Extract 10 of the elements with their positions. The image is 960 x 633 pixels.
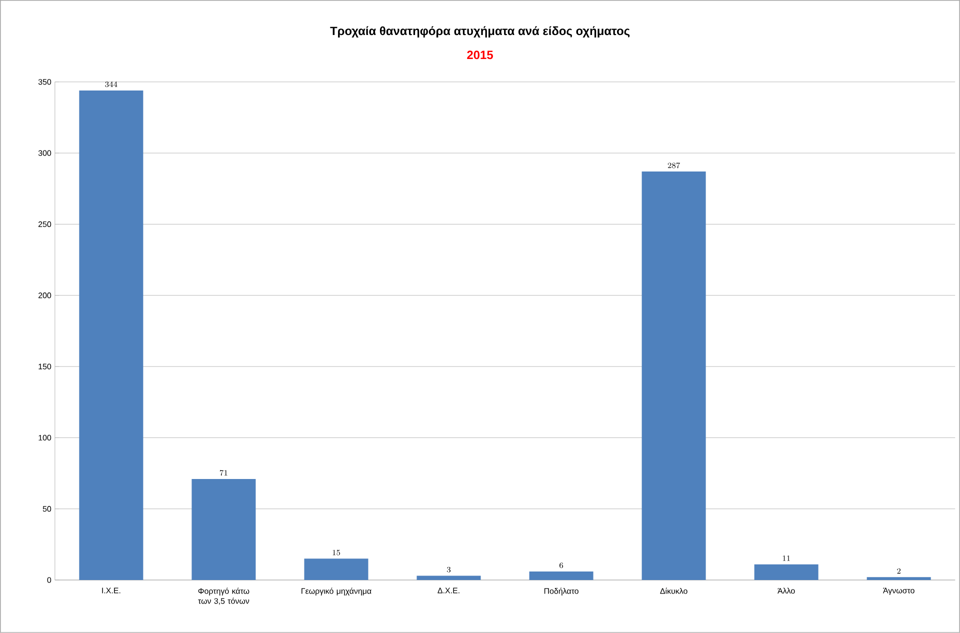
bar: [192, 478, 256, 580]
bar: [754, 564, 818, 580]
chart-title: Τροχαία θανατηφόρα ατυχήματα ανά είδος οχήματος: [330, 26, 630, 38]
bar: [866, 577, 931, 580]
chart-subtitle: 2015: [467, 50, 493, 60]
bar: [529, 572, 594, 580]
bar: [416, 576, 481, 580]
bar: [79, 90, 144, 580]
bar: [642, 172, 706, 580]
bar: [304, 558, 368, 580]
